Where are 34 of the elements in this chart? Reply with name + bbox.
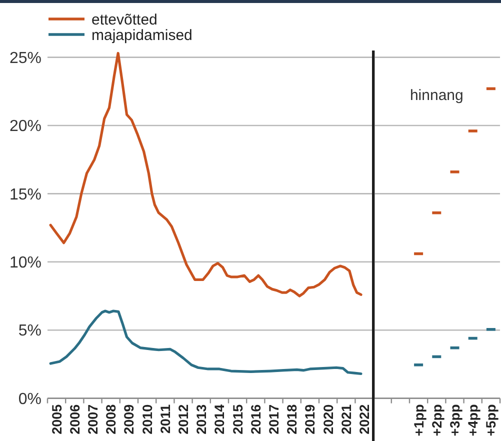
x-tick-label: 2010 xyxy=(140,404,155,434)
x-tick-label: +5pp xyxy=(484,404,499,436)
x-tick-label: +2pp xyxy=(429,404,444,436)
x-tick-label: 2008 xyxy=(104,404,119,434)
x-tick-label: 2011 xyxy=(158,404,173,434)
x-tick-label: 2012 xyxy=(176,404,191,434)
y-tick-label: 0% xyxy=(18,390,42,408)
x-tick-label: 2020 xyxy=(320,404,336,434)
x-tick-label: 2007 xyxy=(85,404,100,434)
x-tick-label: +3pp xyxy=(447,404,462,436)
x-tick-label: 2014 xyxy=(212,404,228,434)
y-tick-label: 10% xyxy=(9,254,42,272)
x-tick-label: +4pp xyxy=(466,404,481,436)
x-tick-label: 2021 xyxy=(338,404,354,434)
x-tick-label: 2013 xyxy=(194,404,210,434)
x-tick-label: 2022 xyxy=(356,404,372,434)
x-tick-label: +1pp xyxy=(411,404,426,436)
annotation: hinnang xyxy=(410,87,464,104)
line-series xyxy=(49,310,362,376)
legend-label: majapidamised xyxy=(92,26,192,44)
legend-label: ettevõtted xyxy=(92,11,158,28)
y-tick-label: 5% xyxy=(18,322,42,340)
x-tick-label: 2009 xyxy=(122,404,137,434)
x-tick-label: 2016 xyxy=(248,404,264,434)
y-tick-label: 15% xyxy=(9,186,42,204)
y-tick-label: 25% xyxy=(9,50,42,67)
x-tick-label: 2006 xyxy=(67,404,82,434)
x-tick-label: 2019 xyxy=(302,404,318,434)
y-tick-label: 20% xyxy=(9,118,42,136)
x-tick-label: 2005 xyxy=(49,404,64,434)
x-tick-label: 2017 xyxy=(266,404,282,434)
x-tick-label: 2018 xyxy=(284,404,300,434)
line-series xyxy=(49,52,362,298)
x-tick-label: 2015 xyxy=(230,404,246,434)
